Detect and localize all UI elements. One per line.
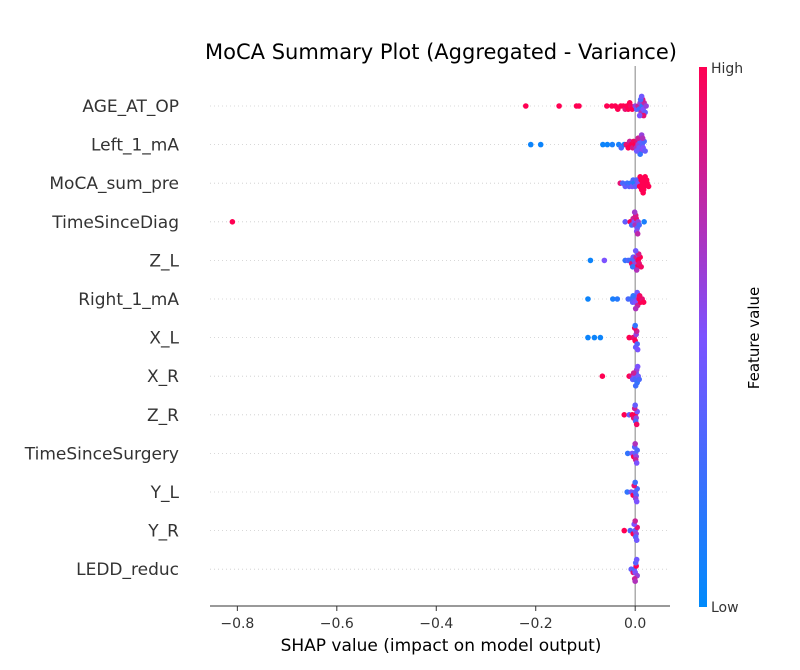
data-point (522, 103, 529, 109)
x-axis-label: SHAP value (impact on model output) (281, 636, 602, 656)
data-point (630, 370, 637, 376)
data-point (621, 527, 628, 534)
data-point (640, 299, 647, 306)
feature-label: X_L (149, 329, 179, 349)
colorbar-low-label: Low (711, 600, 739, 616)
feature-label: TimeSinceDiag (51, 213, 179, 233)
x-tick-label: 0.0 (624, 616, 646, 632)
colorbar (699, 67, 707, 607)
feature-label: Left_1_mA (91, 136, 179, 156)
data-point (585, 296, 591, 302)
data-point (636, 112, 643, 119)
colorbar-high-label: High (711, 61, 743, 77)
data-point (636, 222, 642, 228)
data-point (643, 177, 650, 183)
data-points (229, 93, 652, 584)
x-tick-label: −0.4 (419, 616, 453, 632)
data-point (632, 518, 638, 524)
data-point (604, 141, 611, 148)
data-point (637, 174, 643, 180)
data-point (632, 479, 638, 486)
data-point (633, 556, 640, 563)
colorbar-title: Feature value (745, 287, 763, 389)
data-point (600, 141, 606, 148)
feature-label: Z_R (147, 406, 179, 426)
x-tick-label: −0.6 (320, 616, 354, 632)
data-point (527, 141, 534, 148)
data-point (624, 489, 631, 495)
data-point (556, 103, 562, 109)
data-point (634, 363, 641, 370)
data-point (599, 373, 606, 380)
feature-label: AGE_AT_OP (82, 97, 179, 117)
data-point (630, 293, 636, 299)
data-point (632, 578, 638, 584)
data-point (633, 267, 640, 273)
feature-label: Z_L (149, 251, 179, 271)
feature-label: Y_R (147, 522, 179, 542)
data-point (634, 231, 641, 237)
data-point (537, 141, 544, 148)
feature-label: Right_1_mA (78, 290, 179, 310)
feature-label: LEDD_reduc (76, 560, 179, 580)
data-point (634, 346, 641, 353)
data-point (621, 412, 628, 418)
data-point (601, 257, 608, 264)
data-point (645, 183, 652, 190)
data-point (642, 148, 648, 154)
data-point (622, 219, 629, 225)
feature-label: TimeSinceSurgery (24, 444, 179, 464)
data-point (614, 296, 621, 302)
x-tick-label: −0.2 (519, 616, 553, 632)
feature-labels: AGE_AT_OP Left_1_mA MoCA_sum_pre TimeSinceD… (24, 97, 180, 580)
data-point (641, 219, 647, 225)
data-point (629, 264, 636, 270)
data-point (631, 209, 638, 215)
data-point (632, 402, 638, 409)
data-point (624, 450, 631, 457)
x-axis-ticks: −0.8 −0.6 −0.4 −0.2 0.0 (220, 606, 646, 632)
feature-label: MoCA_sum_pre (49, 174, 179, 194)
data-point (638, 93, 645, 100)
data-point (640, 190, 646, 196)
chart-title: MoCA Summary Plot (Aggregated - Variance… (205, 40, 677, 64)
data-point (633, 537, 640, 543)
data-point (639, 135, 646, 141)
data-point (643, 103, 649, 109)
data-point (633, 148, 640, 154)
data-point (632, 248, 639, 254)
data-point (597, 334, 604, 341)
feature-label: Y_L (150, 483, 180, 503)
data-point (640, 112, 647, 119)
data-point (633, 460, 640, 466)
x-tick-label: −0.8 (220, 616, 254, 632)
data-point (638, 264, 644, 270)
data-point (632, 322, 638, 329)
data-point (632, 305, 639, 312)
data-point (632, 441, 638, 447)
data-point (604, 103, 610, 109)
data-point (632, 383, 639, 389)
data-point (587, 257, 594, 264)
data-point (229, 219, 236, 225)
data-point (636, 293, 643, 299)
data-point (636, 376, 642, 383)
data-point (576, 103, 582, 109)
data-point (609, 141, 616, 148)
data-point (610, 296, 616, 302)
data-point (633, 498, 640, 505)
feature-gridlines (210, 105, 670, 570)
data-point (626, 334, 633, 341)
feature-label: X_R (147, 367, 179, 387)
data-point (585, 334, 591, 341)
data-point (591, 334, 598, 341)
data-point (633, 421, 640, 428)
